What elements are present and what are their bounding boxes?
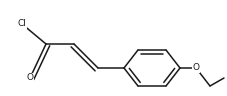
Text: O: O <box>27 74 34 82</box>
Text: Cl: Cl <box>17 19 26 29</box>
Text: O: O <box>192 63 200 72</box>
